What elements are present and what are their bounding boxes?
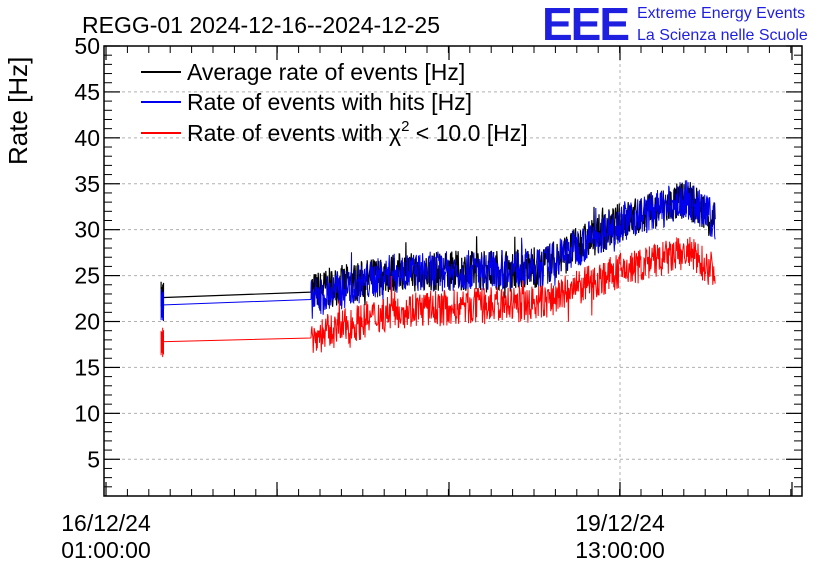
chart-title: REGG-01 2024-12-16--2024-12-25	[82, 12, 440, 38]
y-tick-label: 15	[74, 354, 100, 380]
y-tick-label: 30	[74, 217, 100, 243]
y-axis-label: Rate [Hz]	[3, 57, 33, 165]
legend-chi2-suffix: < 10.0 [Hz]	[409, 120, 527, 146]
y-tick-label: 35	[74, 171, 100, 197]
x-tick-label-date-1: 19/12/24	[575, 510, 665, 536]
y-tick-label: 20	[74, 309, 100, 335]
logo-line-2: La Scienza nelle Scuole	[637, 27, 808, 44]
legend-chi2-superscript: 2	[401, 118, 409, 135]
y-tick-labels: 5 10 15 20 25 30 35 40 45 50	[74, 33, 100, 472]
eee-logo: EEE Extreme Energy Events La Scienza nel…	[542, 0, 808, 50]
y-tick-label: 25	[74, 263, 100, 289]
y-tick-label: 50	[74, 33, 100, 59]
x-tick-label-date-0: 16/12/24	[61, 510, 151, 536]
series-layer	[160, 180, 716, 358]
x-tick-label-time-1: 13:00:00	[575, 537, 665, 563]
series-line-1	[160, 180, 716, 322]
x-tick-labels: 16/12/24 01:00:00 19/12/24 13:00:00	[61, 510, 665, 563]
series-line-0	[160, 182, 716, 313]
legend-chi2-prefix: Rate of events with	[187, 120, 389, 146]
y-tick-label: 5	[87, 446, 100, 472]
x-tick-label-time-0: 01:00:00	[61, 537, 151, 563]
axis-ticks	[104, 45, 802, 496]
legend-chi2-symbol: χ	[389, 120, 401, 146]
y-tick-label: 40	[74, 125, 100, 151]
legend-label-average: Average rate of events [Hz]	[187, 59, 465, 85]
legend-label-hits: Rate of events with hits [Hz]	[187, 89, 472, 115]
eee-logo-mark: EEE	[542, 0, 628, 50]
y-tick-label: 45	[74, 79, 100, 105]
logo-line-1: Extreme Energy Events	[637, 5, 805, 22]
plot-frame	[103, 45, 803, 497]
y-tick-label: 10	[74, 400, 100, 426]
legend-label-chi2: Rate of events with χ2 < 10.0 [Hz]	[187, 118, 528, 146]
series-line-2	[160, 236, 716, 358]
legend: Average rate of events [Hz] Rate of even…	[141, 59, 528, 146]
